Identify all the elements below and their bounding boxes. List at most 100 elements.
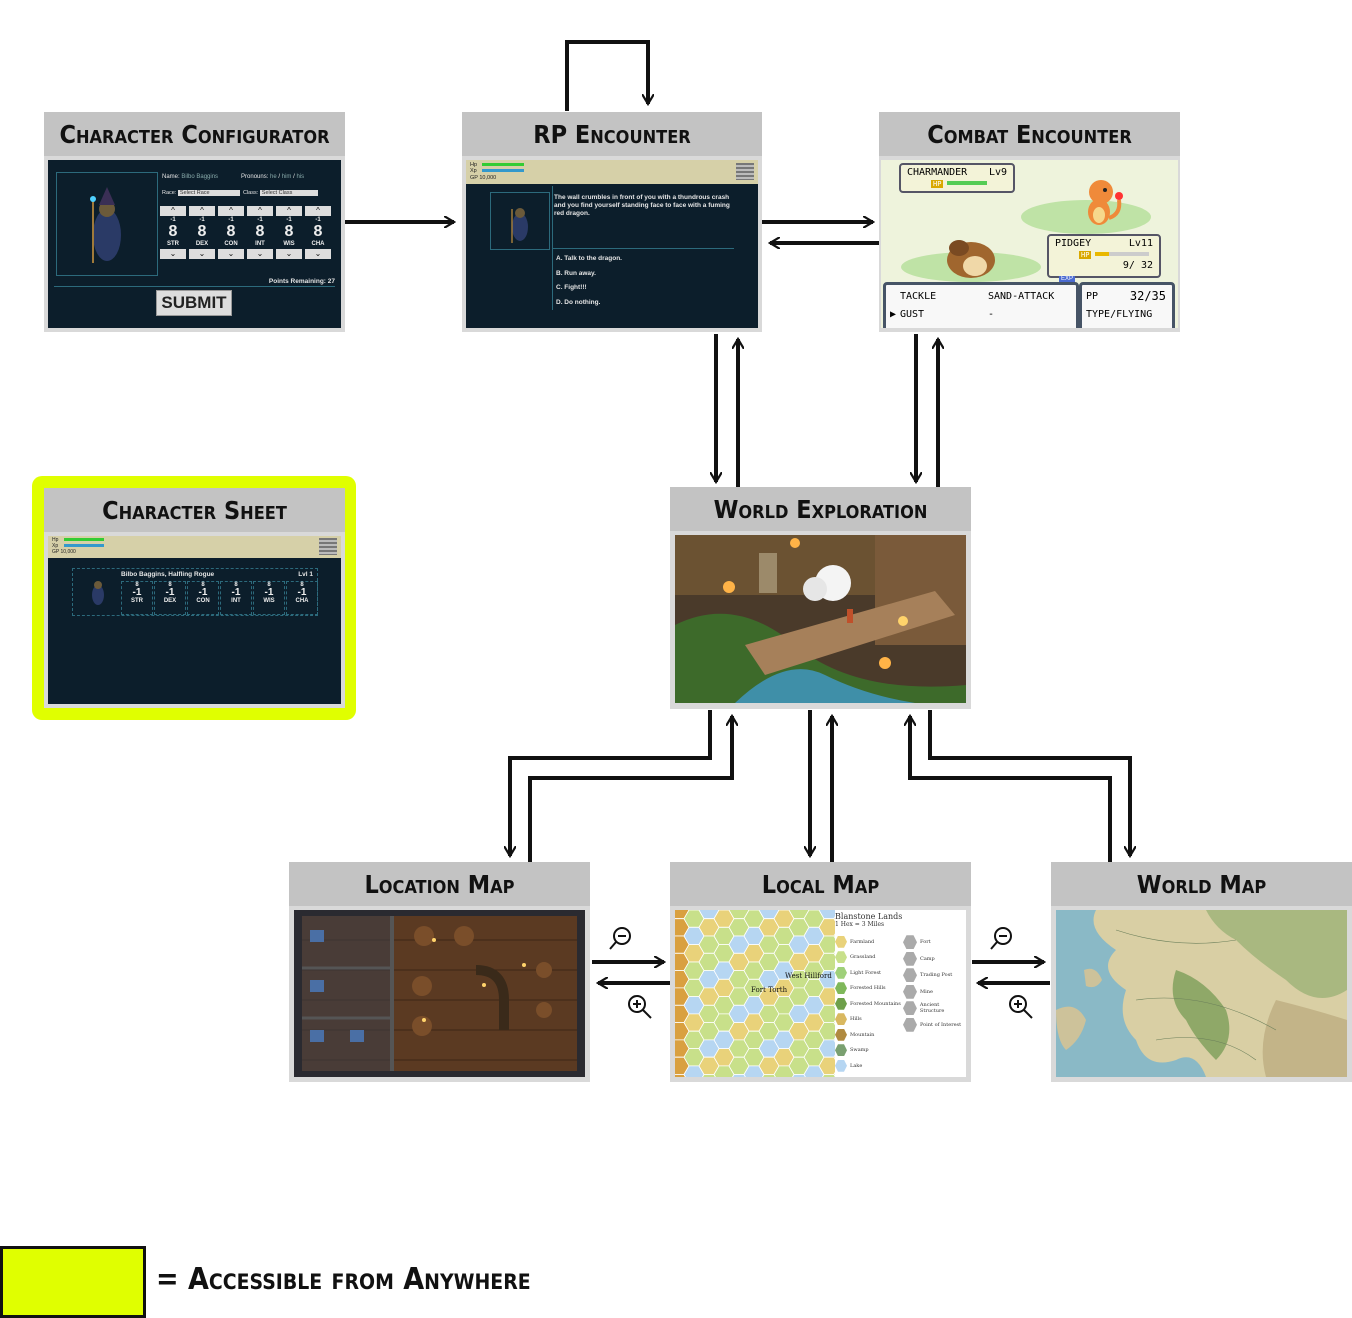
rp-screen: Hp Xp GP 10,000 The wall crumbles in fro… <box>466 160 758 328</box>
hp-bar <box>482 163 524 166</box>
decrease-stat-button[interactable]: ⌄ <box>276 249 302 259</box>
node-world-exploration[interactable]: World Exploration <box>670 487 971 709</box>
legend-entry: Forested Hills <box>835 981 901 997</box>
terrain-hex-icon <box>835 1013 847 1026</box>
submit-button[interactable]: SUBMIT <box>156 290 232 316</box>
map-hex <box>833 950 835 956</box>
increase-stat-button[interactable]: ^ <box>305 206 331 216</box>
decrease-stat-button[interactable]: ⌄ <box>189 249 215 259</box>
node-title: Local Map <box>670 862 971 906</box>
decrease-stat-button[interactable]: ⌄ <box>218 249 244 259</box>
node-character-configurator[interactable]: Character Configurator Name: Bilbo Baggi… <box>44 112 345 332</box>
map-scale: 1 Hex = 3 Miles <box>835 921 885 928</box>
dialogue-option[interactable]: B. Run away. <box>556 269 596 277</box>
stat-abbr: CON <box>196 598 210 604</box>
legend-entry-label: Forested Hills <box>850 985 886 992</box>
gp-label: GP 10,000 <box>470 175 497 181</box>
move-option[interactable]: GUST <box>900 309 925 320</box>
map-hex <box>833 1002 835 1008</box>
increase-stat-button[interactable]: ^ <box>276 206 302 216</box>
dialogue-option[interactable]: C. Fight!!! <box>556 284 587 291</box>
stat-column: ^ -1 8 DEX ⌄ <box>189 206 215 278</box>
stat-value: 8 <box>284 223 294 240</box>
increase-stat-button[interactable]: ^ <box>160 206 186 216</box>
decrease-stat-button[interactable]: ⌄ <box>305 249 331 259</box>
legend-entry: Farmland <box>835 934 901 950</box>
node-character-sheet[interactable]: Character Sheet Hp Xp GP 10,000 Bilbo Ba… <box>44 488 345 708</box>
player-name: PIDGEY <box>1055 238 1092 249</box>
menu-icon[interactable] <box>319 538 337 555</box>
zoom-in-icon <box>1009 995 1033 1019</box>
stat-abbr: WIS <box>283 241 295 247</box>
wizard-figure-icon <box>90 187 121 263</box>
move-menu: TACKLE SAND-ATTACK ▶ GUST - <box>883 282 1079 328</box>
increase-stat-button[interactable]: ^ <box>247 206 273 216</box>
legend-entry-label: Forested Mountains <box>850 1000 901 1007</box>
feature-hex-icon <box>903 1001 917 1016</box>
stat-value: 8 <box>300 582 304 588</box>
player-status-box: PIDGEY Lv11 HP 9/ 32 <box>1047 234 1161 278</box>
feature-hex-icon <box>903 935 917 950</box>
class-select[interactable]: Select Class <box>259 190 318 196</box>
wizard-figure-icon <box>511 208 528 243</box>
legend-entry-label: Mountain <box>850 1031 875 1038</box>
stat-abbr: DEX <box>163 598 177 604</box>
stat-grid: ^ -1 8 STR ⌄ ^ -1 8 DEX ⌄ ^ -1 8 CON ⌄ ^ -1 8 INT ⌄ ^ -1 8 WIS ⌄… <box>160 206 334 278</box>
stat-modifier: -1 <box>228 217 234 223</box>
feature-hex-icon <box>903 1017 917 1032</box>
node-title: Character Sheet <box>44 488 345 532</box>
stat-column: 8 -1 CHA <box>286 581 318 615</box>
pronoun-input[interactable]: his <box>296 174 305 180</box>
pronoun-input[interactable]: him <box>281 174 292 180</box>
map-hex <box>833 1071 835 1077</box>
decrease-stat-button[interactable]: ⌄ <box>247 249 273 259</box>
stat-value: 8 <box>255 223 265 240</box>
terrain-legend: Farmland Grassland Light Forest Forested Hi… <box>835 934 901 1074</box>
map-hex <box>833 985 835 991</box>
enemy-status-box: CHARMANDER Lv9 HP <box>899 163 1015 193</box>
dialogue-option[interactable]: D. Do nothing. <box>556 298 601 306</box>
stat-abbr: DEX <box>195 241 209 247</box>
node-rp-encounter[interactable]: RP Encounter Hp Xp GP 10,000 The wall cr… <box>462 112 762 332</box>
menu-icon[interactable] <box>736 163 754 180</box>
node-location-map[interactable]: Location Map <box>289 862 590 1082</box>
stat-column: 8 -1 STR <box>121 581 153 615</box>
name-input[interactable]: Bilbo Baggins <box>181 174 219 180</box>
map-hex <box>833 1020 835 1026</box>
pp-label: PP <box>1086 291 1099 302</box>
move-option[interactable]: SAND-ATTACK <box>988 291 1055 302</box>
legend-entry: Light Forest <box>835 965 901 981</box>
legend-entry: Lake <box>835 1058 901 1074</box>
move-option[interactable]: TACKLE <box>900 291 937 302</box>
increase-stat-button[interactable]: ^ <box>189 206 215 216</box>
stat-value: 8 <box>197 223 207 240</box>
decrease-stat-button[interactable]: ⌄ <box>160 249 186 259</box>
pronouns-label: Pronouns: <box>241 174 269 180</box>
stat-modifier: -1 <box>264 587 274 598</box>
increase-stat-button[interactable]: ^ <box>218 206 244 216</box>
legend-entry: Grassland <box>835 950 901 966</box>
fantasy-bridge-scene-icon <box>675 535 966 703</box>
charmander-sprite-icon <box>1088 180 1123 225</box>
legend-entry: Swamp <box>835 1043 901 1059</box>
arrow-worldmap-to-world <box>910 716 1112 862</box>
stat-abbr: CHA <box>311 241 325 247</box>
race-label: Race: <box>162 190 177 196</box>
node-local-map[interactable]: Local Map Fort Torth West Hillford Blans… <box>670 862 971 1082</box>
legend-entry-label: Light Forest <box>850 969 882 976</box>
race-select[interactable]: Select Race <box>177 190 240 196</box>
move-option[interactable]: - <box>988 309 995 320</box>
pronoun-input[interactable]: he <box>270 174 277 180</box>
node-world-map[interactable]: World Map <box>1051 862 1352 1082</box>
status-bar: Hp Xp GP 10,000 <box>48 536 341 558</box>
stat-abbr: CON <box>224 241 238 247</box>
character-card: Bilbo Baggins, Halfling Rogue Lvl 1 8 -1 S… <box>72 568 318 616</box>
move-type: TYPE/FLYING <box>1086 309 1153 320</box>
dialogue-option[interactable]: A. Talk to the dragon. <box>556 255 622 262</box>
pp-value: 32/35 <box>1129 289 1166 303</box>
stat-value: 8 <box>267 582 271 588</box>
node-combat-encounter[interactable]: Combat Encounter CHARMANDER Lv9 HP PIDGE… <box>879 112 1180 332</box>
map-hex <box>833 968 835 974</box>
xp-bar <box>64 544 104 547</box>
hp-label: Hp <box>470 162 478 168</box>
